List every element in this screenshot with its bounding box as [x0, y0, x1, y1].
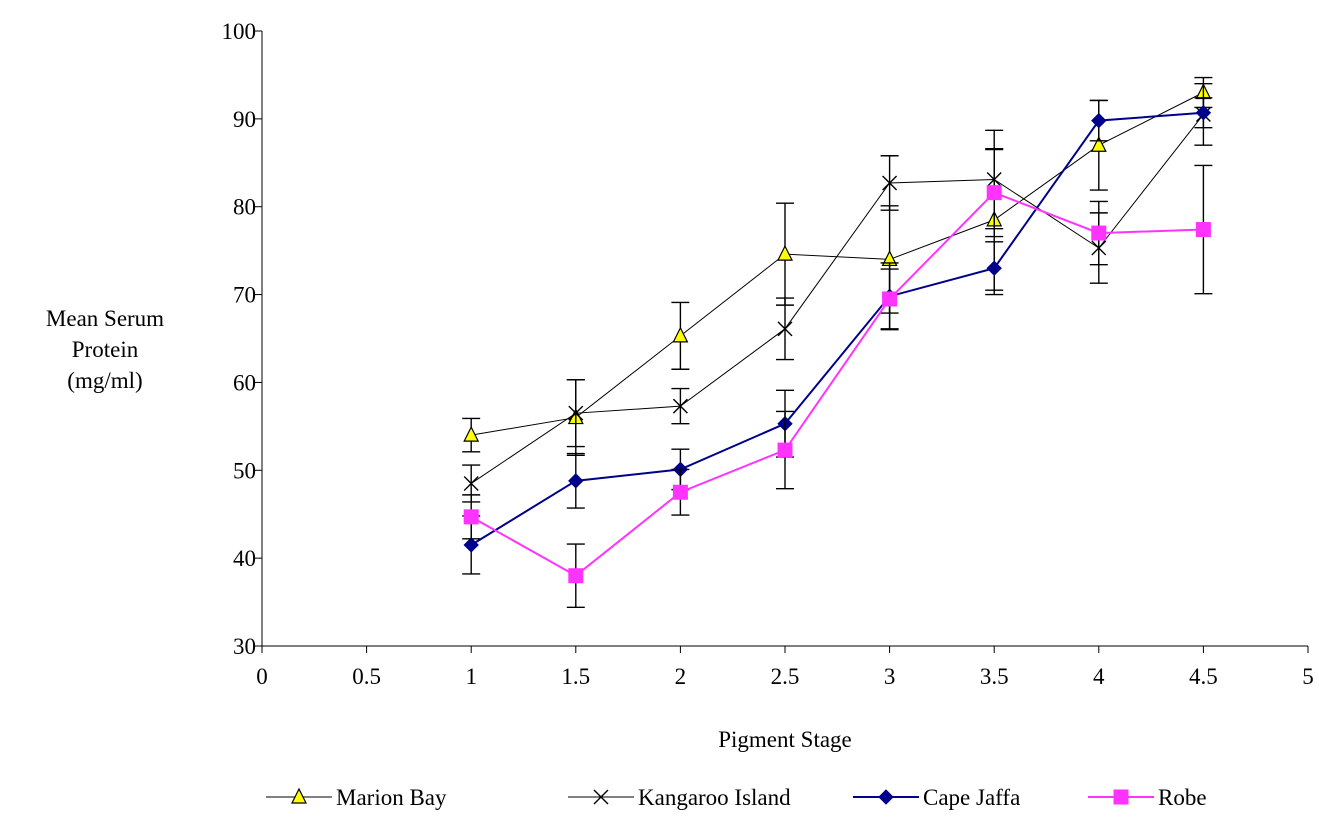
data-point: [777, 321, 793, 337]
legend-marker: [1113, 789, 1129, 805]
data-point: [986, 185, 1002, 201]
series-cape-jaffa: [462, 97, 1213, 575]
legend-marker: [291, 787, 307, 804]
data-point: [568, 568, 584, 584]
x-marker-stroke: [777, 321, 793, 337]
y-tick-label: 90: [233, 107, 256, 132]
data-point: [568, 473, 584, 489]
data-point: [672, 398, 688, 414]
data-point: [882, 175, 898, 191]
x-tick-label: 2: [675, 664, 687, 689]
y-axis-title-line: (mg/ml): [67, 368, 142, 393]
data-point: [463, 475, 479, 491]
y-axis-title-line: Protein: [72, 337, 139, 362]
y-tick-label: 50: [233, 458, 256, 483]
x-axis-title: Pigment Stage: [718, 727, 852, 752]
y-tick-label: 70: [233, 283, 256, 308]
legend-item: Cape Jaffa: [853, 785, 1020, 810]
data-point: [463, 425, 480, 442]
series-line: [471, 92, 1204, 436]
x-marker-stroke: [568, 405, 584, 421]
x-tick-label: 3.5: [980, 664, 1009, 689]
legend-label: Robe: [1158, 785, 1207, 810]
data-point: [1195, 105, 1212, 121]
y-tick-label: 30: [233, 634, 256, 659]
data-point: [463, 509, 479, 525]
series-group: [462, 76, 1213, 609]
data-point: [463, 537, 479, 553]
series-line: [470, 191, 1204, 577]
data-point: [568, 405, 584, 421]
series-line: [470, 114, 1204, 484]
x-marker-stroke: [593, 789, 609, 805]
legend-item: Kangaroo Island: [568, 785, 791, 810]
data-point: [672, 326, 689, 343]
y-tick-label: 100: [222, 19, 257, 44]
x-marker-stroke: [882, 175, 898, 191]
series-robe: [462, 148, 1213, 609]
legend-label: Kangaroo Island: [638, 785, 791, 810]
data-point: [777, 442, 793, 458]
x-tick-label: 1: [465, 664, 477, 689]
data-point: [1091, 112, 1107, 129]
y-tick-label: 80: [233, 195, 256, 220]
axes: 30 40 50 60 70 80 90 100 0 0.5 1 1.5 2 2.5 3 3.5 4 4.5 5 Pi…: [46, 19, 1314, 752]
x-tick-label: 3: [884, 664, 896, 689]
x-tick-label: 5: [1302, 664, 1314, 689]
x-tick-label: 0: [256, 664, 268, 689]
data-point: [1090, 135, 1107, 152]
series-line: [470, 111, 1204, 546]
data-point: [1091, 225, 1107, 241]
legend-marker: [878, 789, 894, 805]
series-marion-bay: [462, 76, 1213, 457]
legend-item: Robe: [1088, 785, 1207, 810]
x-marker-stroke: [463, 475, 479, 491]
data-point: [1195, 222, 1211, 238]
legend-label: Cape Jaffa: [923, 785, 1020, 810]
x-tick-label: 4.5: [1189, 664, 1218, 689]
y-tick-label: 60: [233, 370, 256, 395]
data-point: [986, 260, 1002, 276]
data-point: [777, 244, 793, 261]
legend-marker: [593, 789, 609, 805]
y-axis-title-line: Mean Serum: [46, 306, 164, 331]
data-point: [672, 484, 688, 500]
legend-item: Marion Bay: [266, 785, 447, 810]
x-tick-label: 0.5: [352, 664, 381, 689]
legend-label: Marion Bay: [336, 785, 447, 810]
legend: Marion Bay Kangaroo Island Cape Jaffa Robe: [266, 785, 1207, 810]
x-tick-label: 1.5: [561, 664, 590, 689]
x-marker-stroke: [672, 398, 688, 414]
data-point: [882, 291, 898, 307]
y-tick-label: 40: [233, 546, 256, 571]
x-tick-label: 2.5: [771, 664, 800, 689]
x-tick-label: 4: [1093, 664, 1105, 689]
